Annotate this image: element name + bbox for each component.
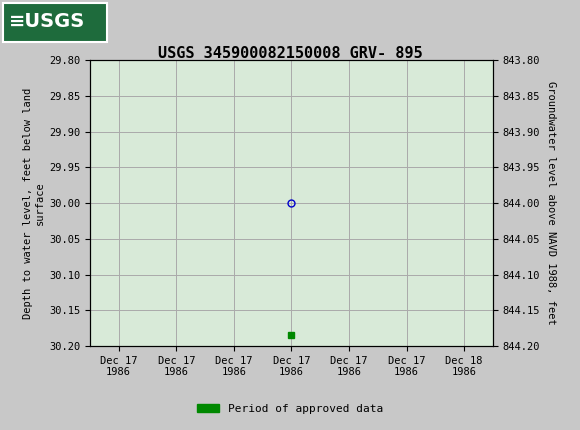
Bar: [3, 3, 107, 42]
Y-axis label: Depth to water level, feet below land
surface: Depth to water level, feet below land su…: [23, 88, 45, 319]
Legend: Period of approved data: Period of approved data: [193, 399, 387, 418]
Text: USGS 345900082150008 GRV- 895: USGS 345900082150008 GRV- 895: [158, 46, 422, 61]
Y-axis label: Groundwater level above NAVD 1988, feet: Groundwater level above NAVD 1988, feet: [546, 81, 556, 325]
Text: ≡USGS: ≡USGS: [9, 12, 85, 31]
